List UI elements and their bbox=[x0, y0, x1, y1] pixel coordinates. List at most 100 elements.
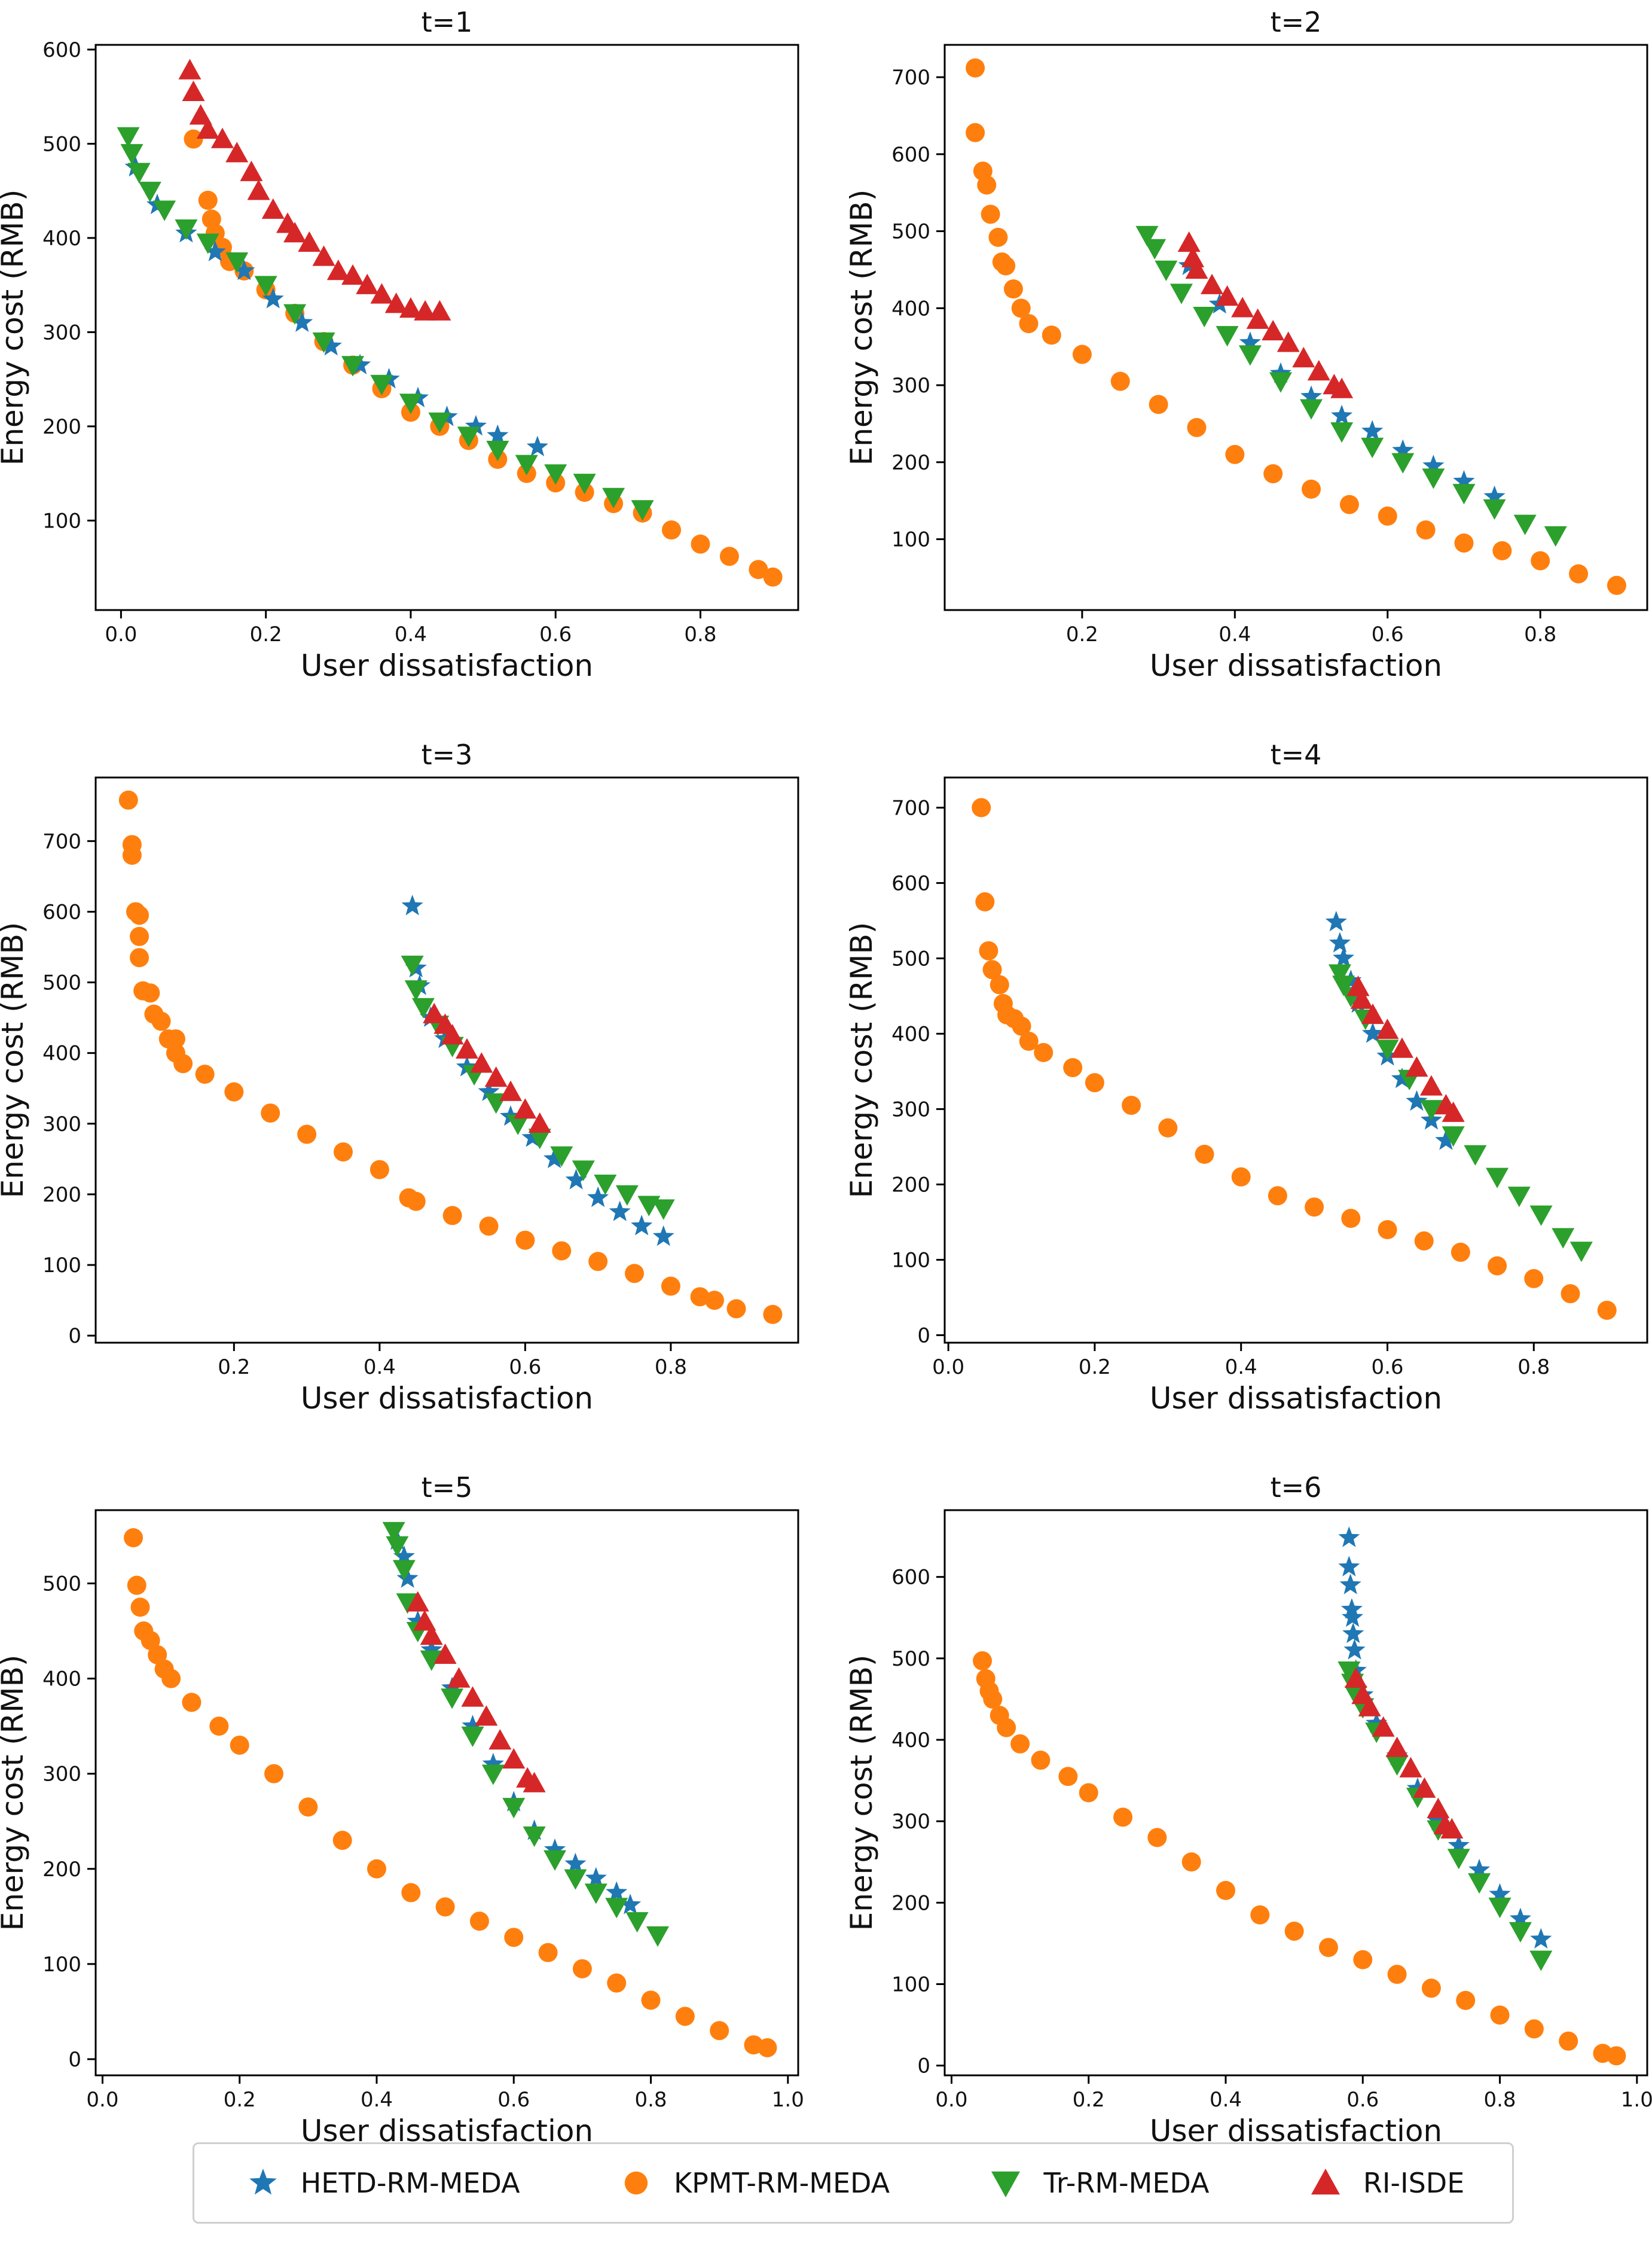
data-point bbox=[225, 142, 249, 163]
y-tick-label: 300 bbox=[891, 1097, 930, 1121]
data-point bbox=[1177, 231, 1201, 252]
data-point bbox=[399, 297, 422, 318]
y-tick-label: 200 bbox=[891, 451, 930, 475]
data-point bbox=[981, 205, 1000, 224]
data-point bbox=[312, 332, 335, 353]
data-layer bbox=[973, 1526, 1626, 2066]
chart-panel-6: t=6 0.0 0.2 0.4 0.6 0.8 1.0 0 100 200 300 400 500 600… bbox=[844, 1471, 1652, 2148]
y-tick-label: 500 bbox=[891, 220, 930, 244]
x-tick-label: 0.0 bbox=[932, 1355, 964, 1379]
y-axis-label: Energy cost (RMB) bbox=[844, 190, 879, 466]
y-tick-label: 300 bbox=[42, 1763, 81, 1786]
data-point bbox=[1201, 273, 1224, 294]
y-tick-label: 100 bbox=[42, 1953, 81, 1977]
y-axis-label: Energy cost (RMB) bbox=[0, 190, 30, 466]
data-point bbox=[625, 1264, 645, 1283]
data-point bbox=[1300, 399, 1323, 420]
chart-panel-1: t=1 0.0 0.2 0.4 0.6 0.8 100 200 300 400 500 600 User… bbox=[0, 6, 799, 683]
data-point bbox=[401, 1883, 421, 1902]
legend-label: Tr-RM-MEDA bbox=[1043, 2167, 1210, 2199]
data-point bbox=[1011, 298, 1031, 318]
data-point bbox=[261, 1103, 280, 1123]
data-point bbox=[977, 175, 997, 195]
data-point bbox=[423, 1002, 446, 1023]
y-tick-label: 0 bbox=[68, 1324, 81, 1348]
data-point bbox=[184, 129, 203, 149]
y-tick-label: 200 bbox=[42, 1858, 81, 1882]
data-point bbox=[1338, 1526, 1360, 1547]
data-point bbox=[652, 1199, 675, 1220]
data-point bbox=[141, 983, 160, 1003]
data-point bbox=[988, 227, 1008, 247]
data-point bbox=[1513, 514, 1537, 535]
data-layer bbox=[966, 58, 1626, 595]
data-point bbox=[297, 1124, 317, 1144]
data-point bbox=[515, 1230, 535, 1250]
data-point bbox=[675, 2007, 695, 2026]
data-point bbox=[447, 1667, 471, 1688]
data-point bbox=[138, 181, 161, 203]
data-point bbox=[420, 1638, 442, 1660]
data-point bbox=[469, 1911, 489, 1931]
data-point bbox=[1346, 975, 1370, 996]
x-tick-label: 0.2 bbox=[1066, 623, 1098, 647]
series-ri-isde bbox=[178, 59, 451, 321]
data-point bbox=[1019, 314, 1039, 334]
y-axis-label: Energy cost (RMB) bbox=[0, 1655, 30, 1931]
data-point bbox=[1390, 1037, 1413, 1058]
data-point bbox=[1406, 1090, 1428, 1111]
data-point bbox=[543, 1850, 567, 1871]
data-point bbox=[975, 892, 995, 911]
data-point bbox=[1414, 1231, 1434, 1251]
data-point bbox=[127, 163, 151, 184]
data-point bbox=[175, 219, 198, 240]
data-point bbox=[1246, 308, 1269, 329]
data-point bbox=[1239, 331, 1261, 352]
data-point bbox=[370, 1160, 389, 1179]
data-point bbox=[1453, 470, 1475, 491]
series-kpmt-rm-meda bbox=[184, 129, 783, 587]
data-point bbox=[1155, 260, 1178, 281]
data-point bbox=[996, 256, 1016, 276]
legend: HETD-RM-MEDA KPMT-RM-MEDA Tr-RM-MEDA RI-ISD… bbox=[193, 2142, 1514, 2224]
data-point bbox=[1085, 1073, 1104, 1093]
data-point bbox=[478, 1080, 500, 1101]
data-point bbox=[1385, 1736, 1409, 1757]
x-tick-label: 0.4 bbox=[1219, 623, 1251, 647]
data-layer bbox=[117, 59, 783, 587]
data-point bbox=[479, 1216, 499, 1236]
data-point bbox=[130, 905, 149, 925]
data-point bbox=[1385, 1755, 1409, 1776]
data-point bbox=[1486, 1167, 1509, 1188]
data-point bbox=[1507, 1187, 1531, 1208]
y-tick-label: 400 bbox=[42, 1042, 81, 1066]
data-point bbox=[1292, 346, 1315, 368]
data-point bbox=[1372, 1716, 1395, 1737]
x-axis-label: User dissatisfaction bbox=[301, 1381, 593, 1416]
data-point bbox=[161, 1669, 181, 1688]
y-tick-label: 400 bbox=[891, 297, 930, 321]
series-ri-isde bbox=[1346, 975, 1465, 1122]
data-point bbox=[407, 1610, 429, 1631]
data-point bbox=[392, 1560, 416, 1581]
y-tick-label: 400 bbox=[42, 227, 81, 251]
data-point bbox=[332, 1831, 352, 1850]
data-point bbox=[457, 426, 480, 447]
data-point bbox=[528, 1129, 551, 1150]
plot-frame bbox=[943, 44, 1648, 611]
data-point bbox=[1361, 1003, 1385, 1025]
data-point bbox=[1559, 2031, 1578, 2051]
data-layer bbox=[118, 790, 783, 1324]
data-point bbox=[1597, 1300, 1617, 1320]
data-point bbox=[1416, 520, 1436, 540]
data-point bbox=[523, 1826, 546, 1847]
data-point bbox=[224, 1082, 244, 1102]
data-point bbox=[118, 790, 138, 810]
data-point bbox=[384, 292, 408, 313]
data-point bbox=[526, 435, 548, 456]
data-point bbox=[514, 1098, 537, 1119]
legend-marker-shape bbox=[1311, 2169, 1340, 2195]
y-tick-label: 0 bbox=[917, 1324, 930, 1347]
data-point bbox=[973, 1651, 993, 1670]
data-point bbox=[1419, 1100, 1443, 1121]
